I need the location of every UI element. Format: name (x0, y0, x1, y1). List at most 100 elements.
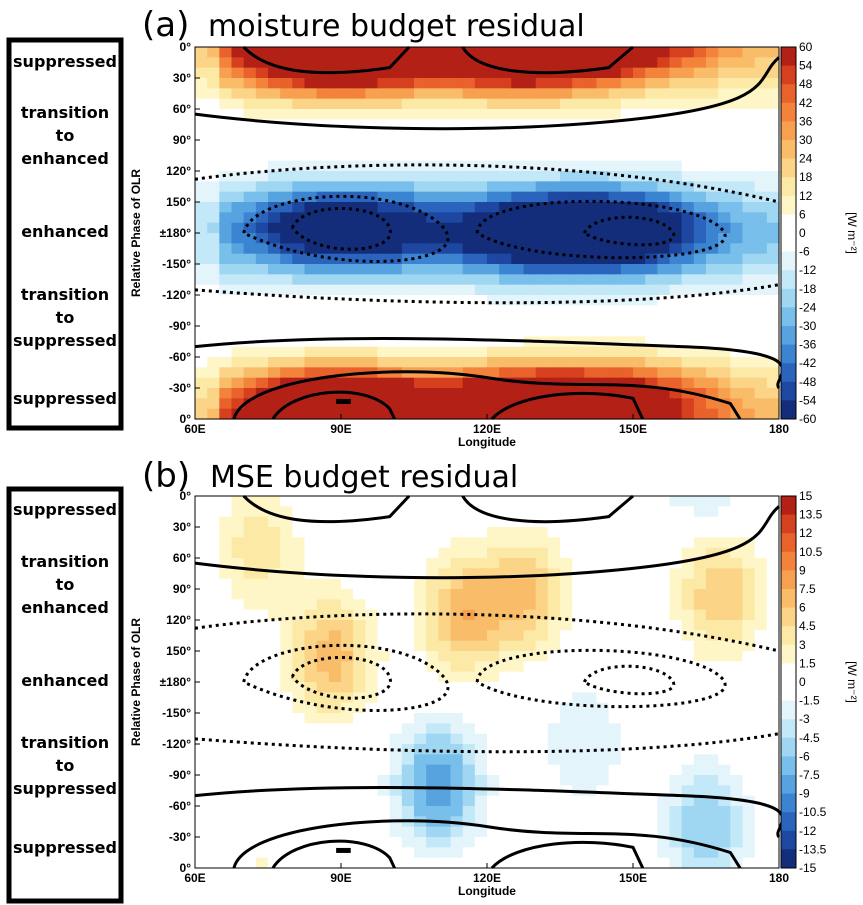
heatmap-cell (584, 284, 598, 296)
heatmap-cell (584, 795, 598, 807)
heatmap-cell (633, 88, 646, 100)
heatmap-cell (474, 171, 488, 182)
heatmap-cell (620, 537, 634, 549)
heatmap-cell (377, 377, 391, 389)
heatmap-cell (268, 640, 281, 652)
heatmap-cell (742, 682, 756, 693)
heatmap-cell (255, 140, 269, 151)
heatmap-cell (280, 506, 293, 518)
colorbar-segment (781, 589, 796, 609)
heatmap-cell (195, 336, 208, 348)
heatmap-cell (316, 744, 330, 755)
heatmap-cell (280, 57, 293, 69)
heatmap-cell (414, 723, 427, 735)
heatmap-cell (535, 682, 549, 693)
heatmap-cell (268, 140, 281, 151)
heatmap-cell (706, 723, 719, 735)
heatmap-cell (499, 109, 512, 120)
heatmap-cell (669, 682, 683, 693)
heatmap-cell (207, 723, 220, 735)
heatmap-cell (341, 295, 354, 306)
heatmap-cell (426, 578, 439, 590)
heatmap-cell (718, 264, 731, 275)
heatmap-cell (754, 599, 768, 611)
heatmap-cell (645, 119, 658, 131)
heatmap-cell (754, 119, 768, 131)
heatmap-cell (657, 527, 671, 538)
heatmap-cell (462, 733, 476, 745)
heatmap-cell (414, 57, 427, 69)
heatmap-cell (328, 857, 342, 869)
heatmap-cell (195, 88, 208, 100)
heatmap-cell (766, 702, 780, 714)
heatmap-cell (414, 243, 427, 255)
heatmap-cell (426, 496, 439, 507)
heatmap-cell (353, 775, 366, 786)
heatmap-cell (207, 212, 220, 224)
heatmap-cell (633, 661, 646, 673)
heatmap-cell (316, 847, 330, 859)
heatmap-cell (353, 620, 366, 631)
y-tick-label: 150° (166, 195, 191, 209)
heatmap-cell (438, 826, 452, 838)
heatmap-cell (487, 661, 500, 673)
heatmap-cell (742, 527, 756, 538)
phase-label: suppressed (13, 500, 117, 519)
heatmap-cell (718, 150, 731, 162)
heatmap-cell (328, 599, 342, 611)
heatmap-cell (499, 346, 512, 358)
heatmap-cell (389, 630, 403, 642)
heatmap-cell (195, 181, 208, 193)
heatmap-cell (414, 857, 427, 869)
heatmap-cell (292, 212, 306, 224)
heatmap-cell (547, 357, 561, 368)
heatmap-cell (681, 692, 695, 704)
heatmap-cell (365, 682, 379, 693)
heatmap-cell (706, 377, 719, 389)
heatmap-cell (645, 264, 658, 275)
heatmap-cell (742, 847, 756, 859)
heatmap-cell (341, 795, 354, 807)
heatmap-cell (243, 88, 257, 100)
heatmap-cell (268, 589, 281, 600)
olr-contours-dotted (194, 612, 780, 754)
heatmap-cell (681, 671, 695, 683)
heatmap-cell (511, 620, 525, 631)
heatmap-cell (681, 274, 695, 286)
heatmap-cell (438, 702, 452, 714)
heatmap-cell (633, 398, 646, 410)
heatmap-cell (243, 558, 257, 569)
heatmap-cell (560, 723, 573, 735)
heatmap-cell (341, 140, 354, 151)
heatmap-cell (231, 367, 245, 379)
heatmap-cell (523, 181, 537, 193)
heatmap-cell (255, 233, 269, 244)
heatmap-cell (426, 150, 439, 162)
heatmap-cell (645, 599, 658, 611)
heatmap-cell (316, 826, 330, 838)
heatmap-cell (268, 651, 281, 662)
heatmap-cell (207, 754, 220, 766)
heatmap-cell (292, 357, 306, 368)
heatmap-cell (742, 78, 756, 89)
heatmap-cell (645, 744, 658, 755)
heatmap-cell (608, 589, 622, 600)
heatmap-cell (754, 357, 768, 368)
heatmap-cell (231, 857, 245, 869)
colorbar-frame (780, 46, 797, 420)
heatmap-cell (207, 67, 220, 79)
heatmap-cell (292, 326, 306, 337)
heatmap-cell (450, 785, 464, 797)
heatmap-cell (706, 367, 719, 379)
heatmap-cell (231, 129, 245, 141)
heatmap-cell (657, 713, 671, 724)
heatmap-cell (718, 377, 731, 389)
heatmap-cell (231, 713, 245, 724)
heatmap-cell (401, 651, 415, 662)
heatmap-cell (730, 775, 744, 786)
heatmap-cell (255, 599, 269, 611)
heatmap-cell (304, 537, 318, 549)
heatmap-cell (511, 630, 525, 642)
heatmap-cell (462, 826, 476, 838)
heatmap-cell (474, 274, 488, 286)
